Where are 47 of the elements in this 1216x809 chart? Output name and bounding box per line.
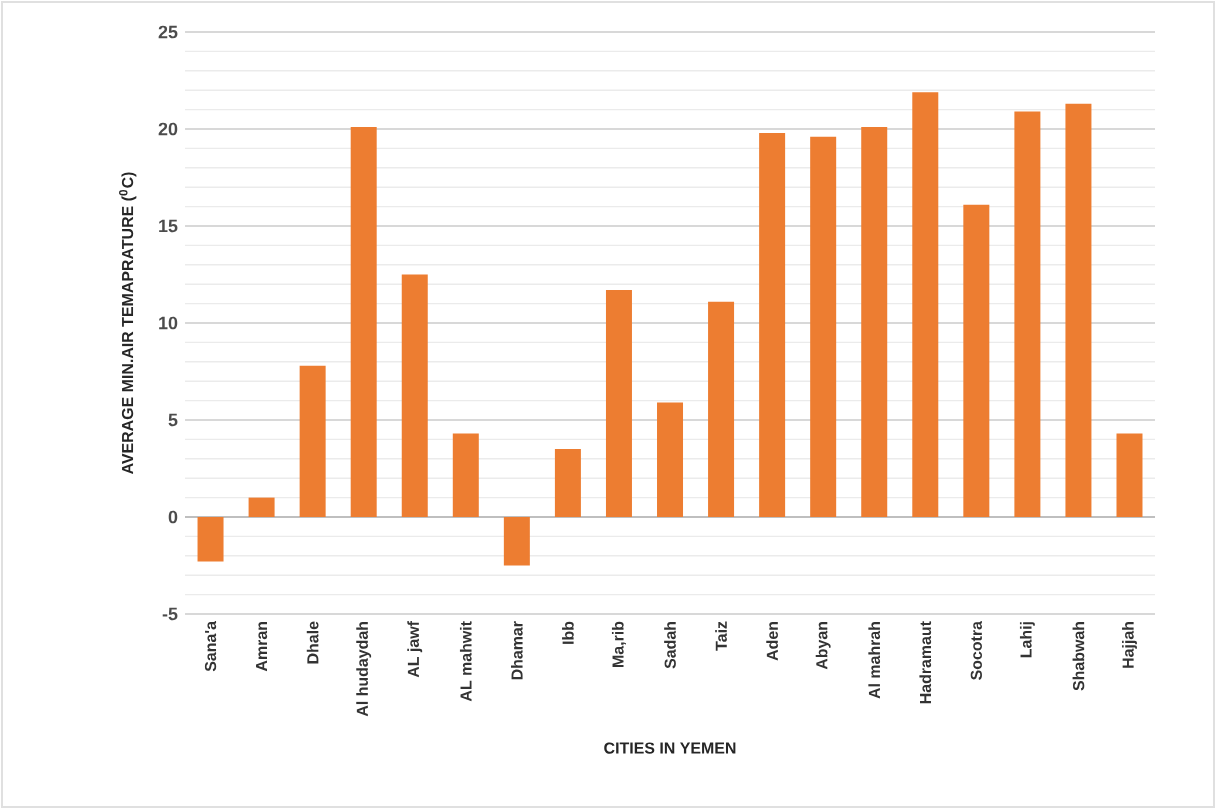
y-axis-title: AVERAGE MIN.AIR TEMAPRATURE ($^{0}$C) bbox=[119, 172, 137, 475]
x-tick-label: Dhale bbox=[306, 621, 319, 664]
x-axis-title: CITIES IN YEMEN bbox=[604, 742, 736, 754]
bar bbox=[248, 497, 275, 517]
y-tick-label: 25 bbox=[158, 25, 178, 39]
x-tick-label: Sana'a bbox=[204, 620, 217, 672]
x-tick-label: Dhamar bbox=[510, 621, 523, 680]
x-tick-label: Abyan bbox=[815, 622, 831, 670]
x-tick-label: AL mahwit bbox=[459, 621, 472, 702]
x-tick-label: Ma,rib bbox=[611, 621, 626, 667]
x-tick-label: Hajjah bbox=[1122, 622, 1137, 668]
x-tick-label: Socotra bbox=[970, 620, 982, 680]
bar bbox=[503, 517, 530, 566]
y-tick-label: 0 bbox=[168, 510, 178, 524]
x-tick-label: Amran bbox=[256, 622, 268, 672]
bar bbox=[452, 433, 479, 517]
bar bbox=[1065, 103, 1092, 517]
y-tick-label: 5 bbox=[168, 413, 178, 427]
y-tick-label: -5 bbox=[162, 607, 178, 621]
bar bbox=[810, 136, 837, 517]
x-tick-label: Al hudaydah bbox=[356, 622, 372, 717]
y-tick-label: 20 bbox=[158, 122, 178, 136]
x-tick-label: Aden bbox=[766, 622, 778, 661]
y-tick-label: 10 bbox=[159, 316, 178, 330]
bar bbox=[708, 301, 735, 517]
bar bbox=[1014, 111, 1041, 517]
x-tick-label: Al mahrah bbox=[868, 622, 881, 699]
x-tick-label: Sadah bbox=[664, 622, 676, 669]
bar bbox=[197, 517, 224, 562]
bar bbox=[299, 365, 326, 517]
bar bbox=[861, 127, 888, 517]
bar bbox=[554, 449, 581, 517]
x-tick-label: Ibb bbox=[562, 621, 574, 644]
bar bbox=[963, 204, 990, 517]
bar bbox=[350, 127, 377, 517]
x-tick-label: Shabwah bbox=[1072, 622, 1085, 691]
bar bbox=[605, 290, 632, 517]
bar bbox=[401, 274, 428, 517]
x-tick-label: Lahij bbox=[1019, 622, 1035, 658]
x-tick-label: Hadramaut bbox=[919, 621, 932, 704]
bar bbox=[657, 402, 684, 517]
x-tick-label: Taiz bbox=[715, 621, 727, 651]
bar bbox=[1116, 433, 1143, 517]
x-tick-label: AL jawf bbox=[407, 621, 423, 678]
bar bbox=[912, 92, 939, 517]
bar bbox=[759, 132, 786, 517]
y-tick-label: 15 bbox=[159, 219, 178, 233]
